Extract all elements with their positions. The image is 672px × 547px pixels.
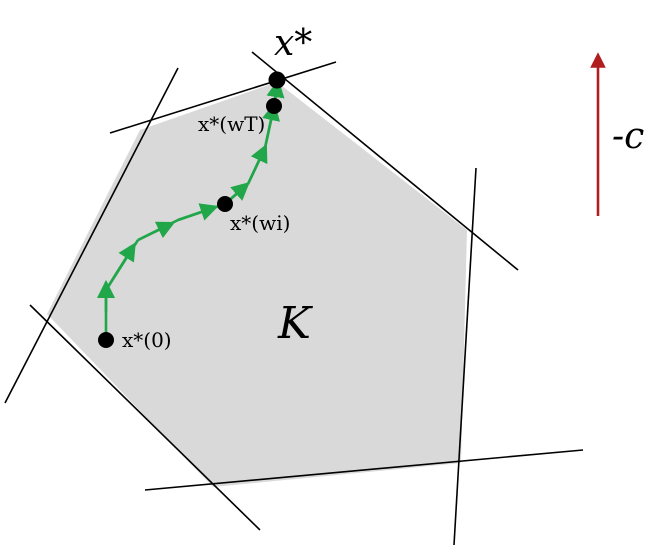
region-label: K	[277, 298, 313, 349]
optimum-point	[269, 72, 286, 89]
intermediate-point	[217, 196, 233, 212]
direction-label: -c	[612, 116, 644, 157]
start-point	[98, 332, 114, 348]
final-point-label: x*(wT)	[198, 112, 265, 136]
start-point-label: x*(0)	[122, 328, 172, 352]
optimum-label: x*	[274, 23, 312, 64]
final-path-point	[266, 98, 282, 114]
intermediate-point-label: x*(wi)	[230, 211, 290, 235]
